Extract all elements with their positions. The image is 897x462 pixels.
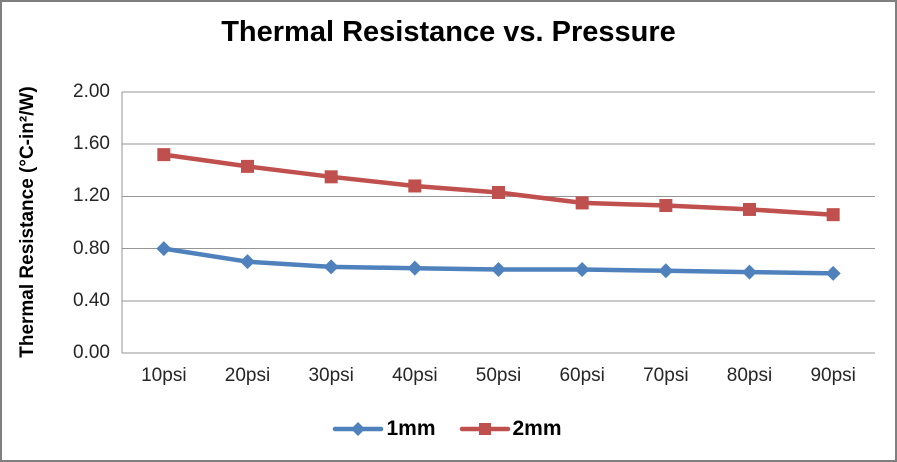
marker-1mm	[407, 260, 423, 276]
x-tick-label: 20psi	[224, 365, 271, 386]
y-tick-label: 0.40	[73, 289, 110, 311]
series-line-2mm	[161, 152, 836, 217]
legend: 1mm 2mm	[2, 412, 895, 446]
legend-marker-2mm	[478, 423, 491, 435]
y-tick-label: 1.60	[73, 133, 110, 155]
marker-2mm	[575, 196, 589, 210]
legend-item-1mm: 1mm	[333, 417, 436, 441]
marker-1mm	[742, 264, 757, 280]
legend-marker-1mm	[351, 422, 366, 436]
x-tick-label: 80psi	[726, 365, 773, 386]
marker-2mm	[492, 185, 505, 199]
marker-2mm	[324, 170, 338, 184]
x-tick-label: 70psi	[643, 365, 689, 386]
y-tick-label: 1.20	[73, 185, 110, 207]
marker-1mm	[825, 265, 841, 281]
marker-1mm	[491, 261, 506, 277]
x-tick-label: 50psi	[475, 365, 522, 386]
marker-1mm	[156, 241, 172, 257]
legend-swatch-2mm	[459, 423, 510, 435]
x-tick-label: 10psi	[141, 365, 187, 386]
y-tick-label: 0.00	[73, 342, 110, 363]
marker-2mm	[826, 208, 840, 222]
marker-2mm	[659, 199, 673, 213]
legend-item-2mm: 2mm	[459, 417, 562, 441]
marker-2mm	[157, 148, 171, 162]
marker-2mm	[241, 159, 254, 173]
marker-2mm	[743, 202, 756, 216]
marker-1mm	[658, 263, 674, 279]
x-tick-label: 40psi	[392, 365, 438, 386]
y-axis-tick-labels: 0.00 0.40 0.80 1.20 1.60 2.00	[42, 81, 110, 363]
legend-label-1mm: 1mm	[386, 417, 436, 440]
x-tick-label: 30psi	[308, 365, 354, 386]
plot-area	[121, 91, 875, 354]
y-tick-label: 2.00	[73, 81, 110, 102]
marker-1mm	[240, 254, 255, 270]
legend-label-2mm: 2mm	[512, 417, 562, 440]
marker-1mm	[574, 261, 590, 277]
marker-1mm	[323, 259, 339, 275]
legend-swatch-1mm	[333, 422, 384, 436]
x-axis-tick-labels: 10psi 20psi 30psi 40psi 50psi 60psi 70psi 80psi…	[122, 365, 875, 391]
x-tick-label: 60psi	[559, 365, 605, 386]
chart-title: Thermal Resistance vs. Pressure	[221, 16, 676, 48]
x-tick-label: 90psi	[810, 365, 856, 386]
y-axis-title: Thermal Resistance (°C-in²/W)	[17, 86, 38, 358]
y-tick-label: 0.80	[73, 237, 110, 259]
marker-2mm	[408, 179, 422, 193]
